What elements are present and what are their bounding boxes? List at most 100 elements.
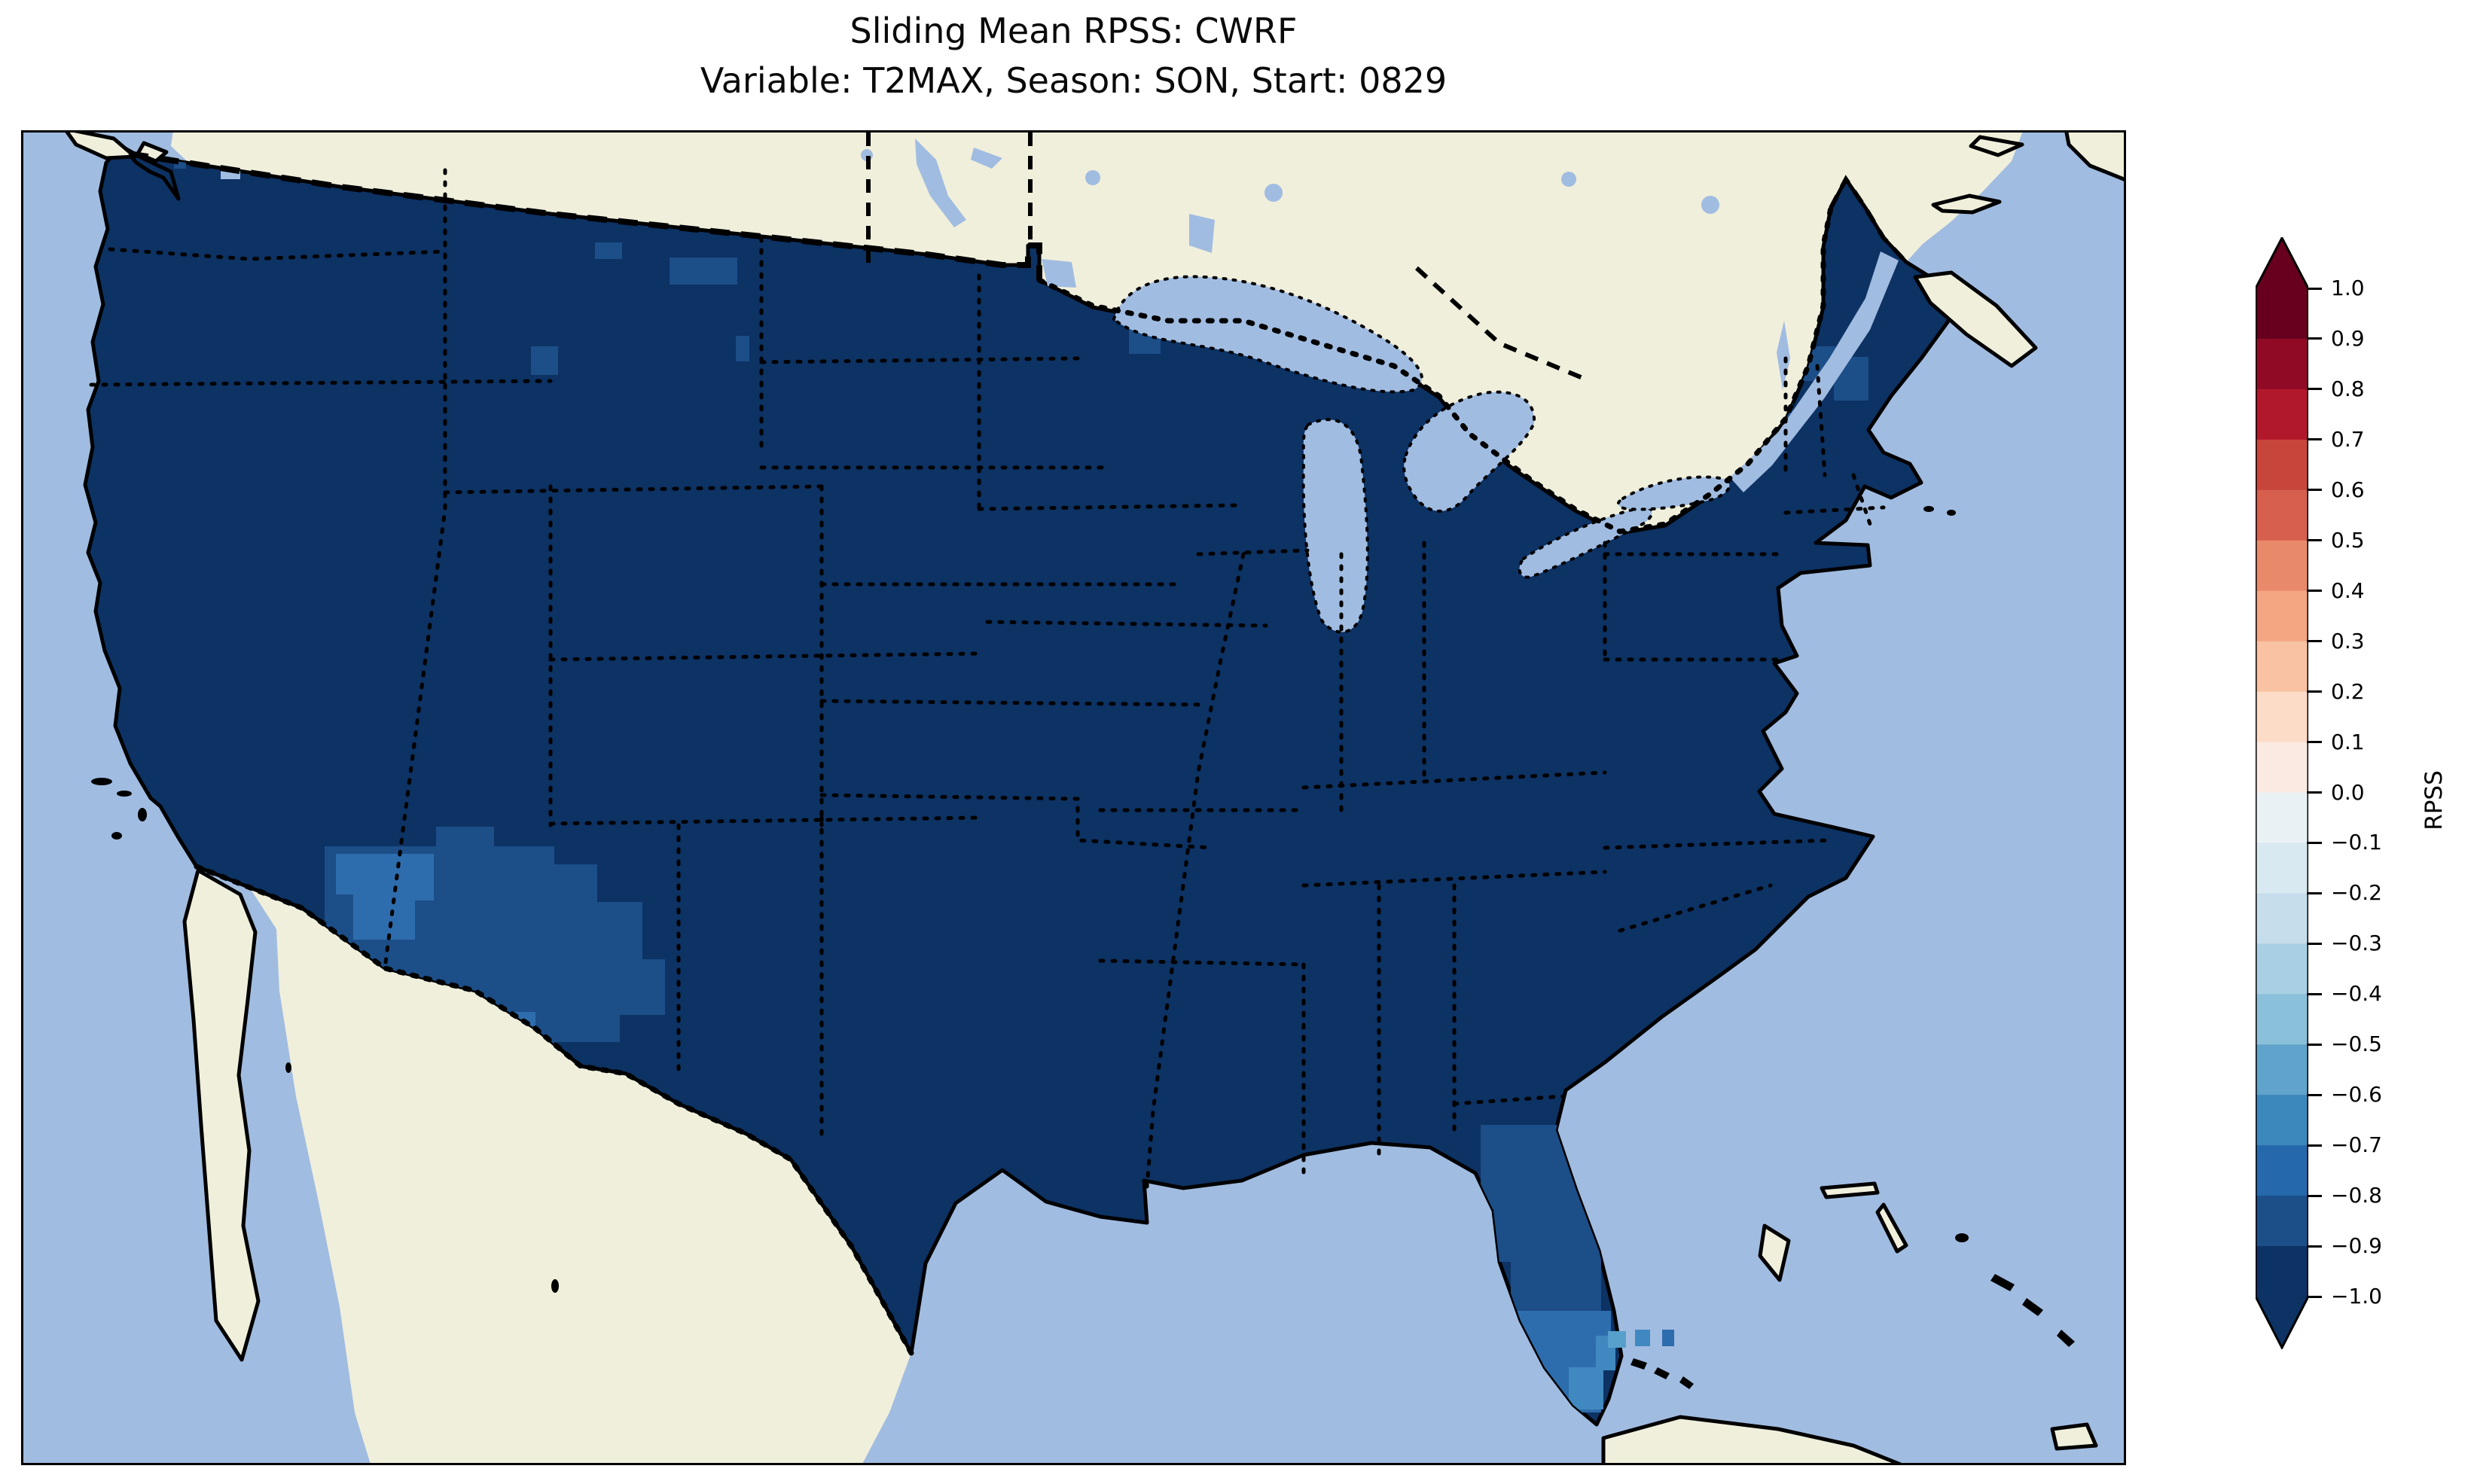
colorbar-tick-label: 0.8 <box>2331 376 2365 401</box>
colorbar-tick <box>2307 1043 2322 1046</box>
colorbar-segment <box>2256 1044 2308 1095</box>
colorbar-tick-label: −1.0 <box>2331 1284 2382 1309</box>
florida-keys <box>1631 1358 1647 1370</box>
colorbar-tick <box>2307 1093 2322 1096</box>
colorbar-segment <box>2256 1246 2308 1297</box>
patch-montana-cell <box>595 242 622 259</box>
colorbar-tick <box>2307 1144 2322 1147</box>
florida-keys <box>1679 1376 1694 1389</box>
colorbar-extend-over <box>2256 237 2308 288</box>
colorbar-segment <box>2256 489 2308 541</box>
colorbar-tick-label: −0.9 <box>2331 1233 2382 1259</box>
colorbar-segment <box>2256 439 2308 491</box>
colorbar-tick-label: 0.7 <box>2331 426 2365 452</box>
colorbar-tick-label: −0.3 <box>2331 931 2382 956</box>
keys-cell-2 <box>1635 1330 1650 1346</box>
colorbar-tick-label: −0.7 <box>2331 1132 2382 1158</box>
st-lawrence-river <box>1730 251 1899 492</box>
colorbar-tick <box>2307 337 2322 340</box>
colorbar-segment <box>2256 1095 2308 1146</box>
colorbar-tick <box>2307 590 2322 593</box>
colorbar-tick-label: −0.8 <box>2331 1183 2382 1208</box>
colorbar-tick-label: 1.0 <box>2331 276 2365 300</box>
lake-champlain <box>1777 321 1790 390</box>
colorbar-segment <box>2256 691 2308 743</box>
colorbar-tick <box>2307 539 2322 542</box>
colorbar-segment <box>2256 742 2308 794</box>
lake-huron <box>1402 390 1536 513</box>
colorbar-axis-label: RPSS <box>2421 770 2448 830</box>
anticosti-island <box>1969 135 2024 157</box>
colorbar-tick <box>2307 1245 2322 1248</box>
colorbar-segment <box>2256 893 2308 945</box>
colorbar-segment <box>2256 338 2308 390</box>
colorbar-segment <box>2256 943 2308 995</box>
colorbar-extend-under <box>2256 1297 2308 1348</box>
colorbar-tick <box>2307 438 2322 441</box>
gulf-islands <box>136 141 169 163</box>
vancouver-island <box>65 133 137 160</box>
colorbar-tick <box>2307 741 2322 744</box>
colorbar-tick-label: 0.4 <box>2331 577 2365 603</box>
lake-michigan <box>1301 418 1369 634</box>
colorbar-tick <box>2307 489 2322 492</box>
colorbar-tick-label: −0.1 <box>2331 830 2382 855</box>
colorbar-tick-label: 0.6 <box>2331 477 2365 502</box>
bahamas-andros <box>1758 1223 1791 1282</box>
colorbar-segment <box>2256 641 2308 693</box>
great-lakes <box>1112 275 1731 634</box>
bahamas-eleuthera <box>1875 1202 1908 1254</box>
colorbar-tick <box>2307 1295 2322 1298</box>
colorbar-segment <box>2256 389 2308 440</box>
colorbar <box>2256 237 2308 1349</box>
figure-title-block: Sliding Mean RPSS: CWRF Variable: T2MAX,… <box>23 6 2124 105</box>
florida-keys <box>1654 1367 1670 1379</box>
newfoundland-corner <box>2064 133 2124 181</box>
canada-lakes <box>861 139 1899 492</box>
colorbar-segment <box>2256 590 2308 642</box>
colorbar-segment <box>2256 540 2308 592</box>
colorbar-tick-label: −0.2 <box>2331 880 2382 906</box>
patch-florida-tip-cell <box>1569 1367 1603 1409</box>
colorbar-segment <box>2256 994 2308 1046</box>
colorbar-tick-label: 0.9 <box>2331 325 2365 351</box>
us-canada-border-lakes <box>1036 205 1834 535</box>
colorbar-segment <box>2256 843 2308 894</box>
colorbar-tick <box>2307 841 2322 844</box>
us-mexico-border <box>194 864 914 1356</box>
colorbar-tick-label: 0.2 <box>2331 678 2365 704</box>
colorbar-segment <box>2256 288 2308 340</box>
colorbar-tick <box>2307 690 2322 693</box>
keys-cell-3 <box>1662 1330 1674 1346</box>
us-canada-border <box>128 151 1042 280</box>
colorbar-tick-label: 0.1 <box>2331 729 2365 754</box>
mexico-landmass <box>197 867 911 1463</box>
colorbar-tick <box>2307 1194 2322 1197</box>
nova-scotia <box>1913 270 2038 368</box>
canada-landmass <box>171 133 2023 533</box>
patch-wyoming-cell <box>531 346 558 375</box>
page-title: Sliding Mean RPSS: CWRF <box>850 11 1298 51</box>
conus-map-canvas <box>23 133 2124 1463</box>
bahamas-grand-bahama <box>1820 1181 1880 1199</box>
colorbar-tick <box>2307 791 2322 794</box>
islands <box>65 133 2124 1463</box>
colorbar-segment <box>2256 1196 2308 1247</box>
patch-montana-cell <box>736 336 749 361</box>
page-subtitle: Variable: T2MAX, Season: SON, Start: 082… <box>700 60 1447 101</box>
lake-superior <box>1112 275 1423 394</box>
colorbar-tick <box>2307 891 2322 894</box>
colorbar-segment <box>2256 1145 2308 1196</box>
colorbar-tick <box>2307 640 2322 643</box>
cuba <box>1601 1415 1902 1463</box>
keys-cell-1 <box>1608 1331 1626 1348</box>
colorbar-tick-label: −0.5 <box>2331 1031 2382 1057</box>
map-axes-frame <box>21 130 2126 1465</box>
state-borders <box>89 168 1886 1189</box>
lake-of-the-woods <box>1042 259 1076 288</box>
colorbar-tick <box>2307 388 2322 391</box>
prince-edward-island <box>1931 193 2002 215</box>
colorbar-tick-label: −0.4 <box>2331 981 2382 1007</box>
patch-southwest-light-a <box>336 854 434 940</box>
colorbar-tick <box>2307 287 2322 290</box>
